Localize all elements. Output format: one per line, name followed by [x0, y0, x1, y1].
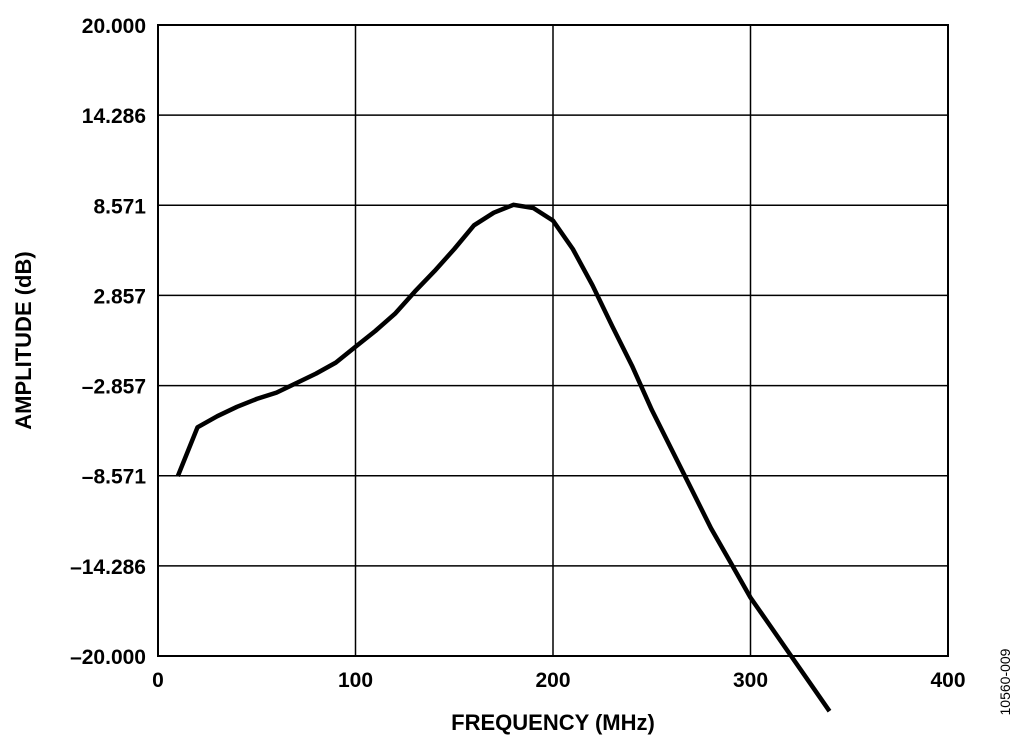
x-tick-label: 0: [152, 669, 164, 692]
y-tick-label: –8.571: [82, 466, 147, 489]
plot-frame: [157, 24, 949, 657]
x-axis-title: FREQUENCY (MHz): [451, 710, 655, 735]
y-tick-label: 8.571: [93, 195, 146, 218]
y-tick-label: –14.286: [70, 556, 146, 579]
x-tick-label: 300: [733, 669, 768, 692]
x-tick-label: 100: [338, 669, 373, 692]
y-tick-label: –2.857: [82, 376, 146, 399]
amplitude-series: [175, 202, 832, 713]
y-tick-label: –20.000: [70, 646, 146, 669]
amplitude-line: [175, 202, 832, 713]
tick-labels: 0 100 200 300 400 20.000 14.286 8.571 2.857 –2.85…: [70, 15, 965, 692]
y-axis-title: AMPLITUDE (dB): [11, 251, 36, 429]
figure-id: 10560-009: [997, 648, 1013, 715]
x-tick-label: 200: [535, 669, 570, 692]
grid-lines: [157, 24, 949, 657]
y-tick-label: 14.286: [82, 105, 146, 128]
x-tick-label: 400: [930, 669, 965, 692]
y-tick-label: 2.857: [93, 285, 146, 308]
y-tick-label: 20.000: [82, 15, 146, 38]
